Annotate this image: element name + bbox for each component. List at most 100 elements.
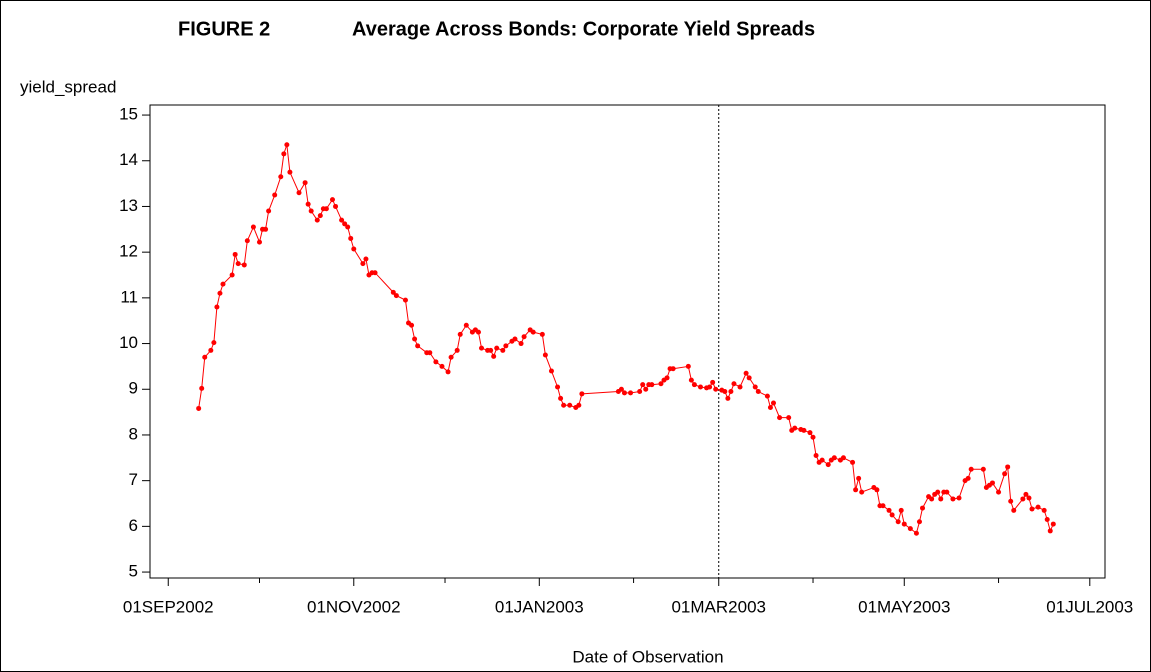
y-tick-label: 10 xyxy=(119,333,138,352)
x-tick-label: 01SEP2002 xyxy=(123,597,214,616)
data-point xyxy=(752,384,758,390)
data-point xyxy=(643,386,649,392)
y-tick-label: 7 xyxy=(129,470,138,489)
data-point xyxy=(801,427,807,433)
y-tick-label: 12 xyxy=(119,242,138,261)
y-tick-label: 15 xyxy=(119,105,138,124)
data-point xyxy=(874,487,880,493)
data-point xyxy=(810,434,816,440)
data-point xyxy=(475,329,481,335)
data-point xyxy=(329,197,335,203)
data-point xyxy=(825,462,831,468)
data-point xyxy=(445,369,451,375)
data-point xyxy=(217,290,223,296)
data-point xyxy=(530,329,536,335)
data-point xyxy=(728,389,734,395)
data-point xyxy=(777,415,783,421)
data-point xyxy=(920,505,926,511)
data-point xyxy=(1035,504,1041,510)
data-point xyxy=(1041,507,1047,513)
data-point xyxy=(415,343,421,349)
data-point xyxy=(950,496,956,502)
data-point xyxy=(454,347,460,353)
data-point xyxy=(539,331,545,337)
data-point xyxy=(393,293,399,299)
y-tick-label: 5 xyxy=(129,562,138,581)
data-point xyxy=(649,382,655,388)
data-point xyxy=(296,190,302,196)
data-point xyxy=(935,489,941,495)
data-point xyxy=(743,370,749,376)
data-point xyxy=(929,496,935,502)
data-point xyxy=(576,402,582,408)
data-point xyxy=(713,386,719,392)
data-point xyxy=(1029,506,1035,512)
data-point xyxy=(901,521,907,527)
data-point xyxy=(208,347,214,353)
data-point xyxy=(707,384,713,390)
data-point xyxy=(342,221,348,227)
data-point xyxy=(323,206,329,212)
data-point xyxy=(494,345,500,351)
x-tick-label: 01MAY2003 xyxy=(858,597,950,616)
data-point xyxy=(722,389,728,395)
data-point xyxy=(263,226,269,232)
y-tick-label: 8 xyxy=(129,424,138,443)
data-point xyxy=(284,142,290,148)
data-point xyxy=(944,489,950,495)
figure-label: FIGURE 2 xyxy=(178,18,270,40)
data-point xyxy=(637,389,643,395)
data-point xyxy=(1008,498,1014,504)
data-point xyxy=(448,354,454,360)
data-point xyxy=(272,192,278,198)
data-point xyxy=(640,382,646,388)
data-point xyxy=(895,519,901,525)
data-point xyxy=(433,359,439,365)
data-point xyxy=(764,393,770,399)
data-point xyxy=(1026,495,1032,501)
data-point xyxy=(710,379,716,385)
data-point xyxy=(372,270,378,276)
data-point xyxy=(351,246,357,252)
data-point xyxy=(302,180,308,186)
data-point xyxy=(856,475,862,481)
x-tick-label: 01JUL2003 xyxy=(1046,597,1133,616)
data-point xyxy=(813,453,819,459)
data-point xyxy=(235,261,241,267)
data-point xyxy=(831,455,837,461)
data-point xyxy=(229,272,235,278)
data-point xyxy=(244,238,250,244)
data-point xyxy=(427,350,433,356)
data-point xyxy=(479,345,485,351)
data-point xyxy=(317,213,323,219)
data-point xyxy=(697,384,703,390)
data-point xyxy=(266,208,272,214)
data-point xyxy=(853,487,859,493)
data-point xyxy=(548,368,554,374)
data-point xyxy=(658,381,664,387)
data-point xyxy=(898,507,904,513)
data-point xyxy=(859,489,865,495)
data-point xyxy=(220,281,226,287)
data-point xyxy=(1044,517,1050,523)
data-point xyxy=(390,289,396,295)
data-point xyxy=(1002,471,1008,477)
data-point xyxy=(561,402,567,408)
x-tick-label: 01MAR2003 xyxy=(671,597,766,616)
data-point xyxy=(840,455,846,461)
data-point xyxy=(412,336,418,342)
data-point xyxy=(333,203,339,209)
data-point xyxy=(314,217,320,223)
data-point xyxy=(980,466,986,472)
data-point xyxy=(767,405,773,411)
data-point xyxy=(196,405,202,411)
data-point xyxy=(1011,507,1017,513)
data-point xyxy=(542,352,548,358)
data-point xyxy=(913,530,919,536)
y-tick-label: 14 xyxy=(119,150,138,169)
data-point xyxy=(463,322,469,328)
data-point xyxy=(968,466,974,472)
data-point xyxy=(916,519,922,525)
data-point xyxy=(256,239,262,245)
